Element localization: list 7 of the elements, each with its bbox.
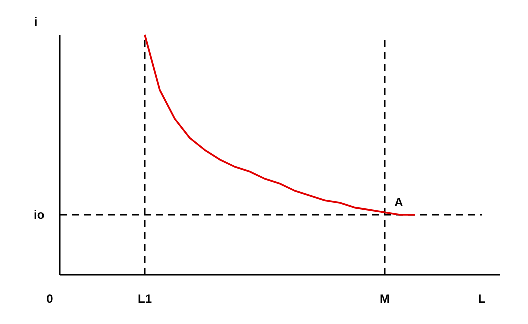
text: 0	[46, 292, 54, 306]
x-axis-title: L	[478, 292, 486, 306]
text: i	[34, 15, 38, 29]
x-tick-label: L1	[138, 292, 152, 306]
ref-line-label: io	[34, 208, 45, 222]
x-tick-label: M	[380, 292, 390, 306]
annotation: A	[394, 196, 404, 210]
